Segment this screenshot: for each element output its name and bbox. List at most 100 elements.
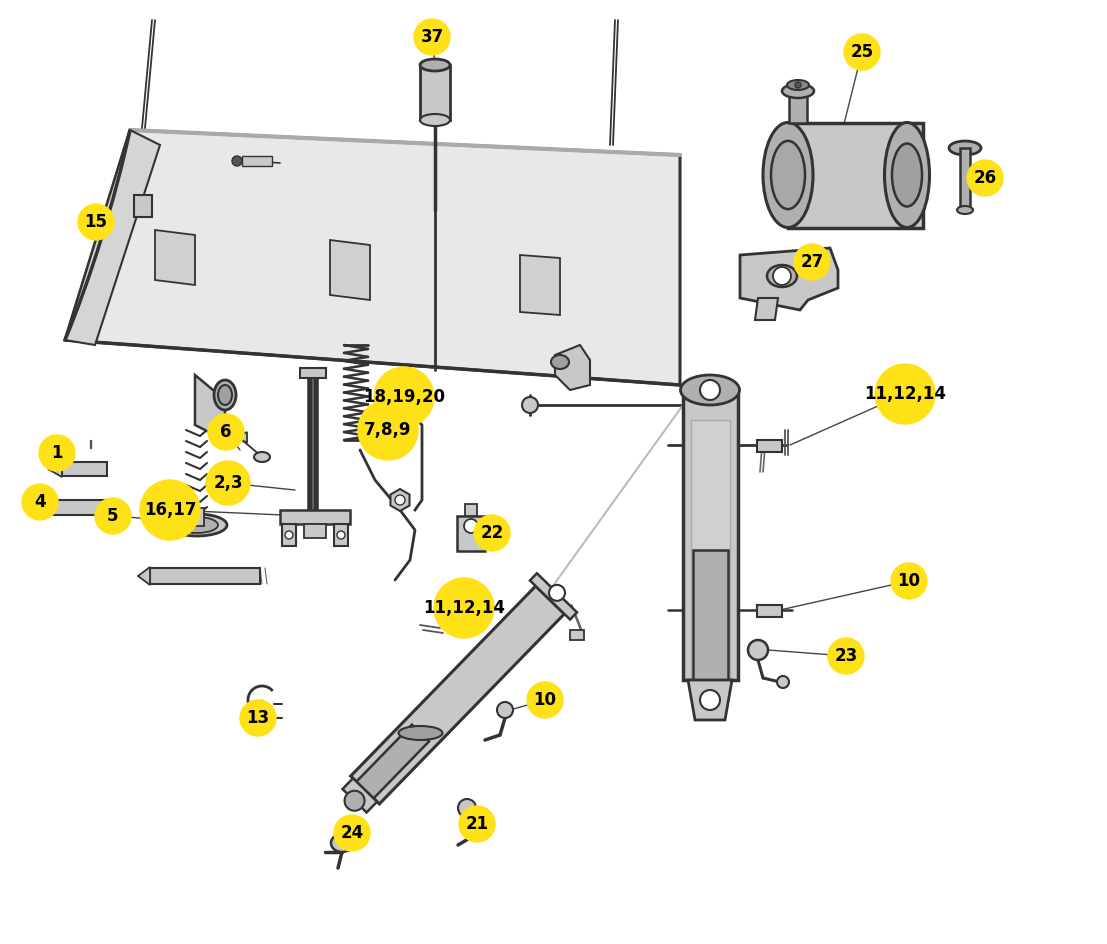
- Bar: [960, 148, 970, 208]
- Text: 18,19,20: 18,19,20: [363, 388, 445, 406]
- Circle shape: [395, 495, 405, 505]
- Polygon shape: [138, 567, 151, 585]
- Text: 4: 4: [34, 493, 45, 511]
- Polygon shape: [356, 725, 430, 799]
- Ellipse shape: [420, 114, 451, 126]
- Ellipse shape: [956, 206, 973, 214]
- Ellipse shape: [892, 143, 922, 207]
- Bar: [465, 504, 477, 516]
- Text: 11,12,14: 11,12,14: [863, 385, 946, 403]
- Circle shape: [459, 806, 495, 842]
- Text: 5: 5: [107, 507, 118, 525]
- Circle shape: [77, 204, 114, 240]
- Circle shape: [240, 700, 276, 736]
- Circle shape: [773, 267, 792, 285]
- Circle shape: [828, 638, 863, 674]
- Polygon shape: [555, 345, 590, 390]
- Text: 15: 15: [84, 213, 107, 231]
- Circle shape: [891, 563, 927, 599]
- Circle shape: [208, 414, 244, 450]
- Ellipse shape: [782, 84, 814, 98]
- Circle shape: [344, 791, 364, 811]
- Text: 27: 27: [800, 253, 824, 271]
- Circle shape: [844, 34, 880, 70]
- Circle shape: [795, 82, 801, 88]
- Text: 22: 22: [480, 524, 504, 542]
- Ellipse shape: [551, 355, 569, 369]
- Polygon shape: [37, 498, 50, 516]
- Bar: [304, 524, 325, 538]
- Circle shape: [523, 397, 538, 413]
- Bar: [282, 524, 296, 546]
- Polygon shape: [65, 130, 680, 385]
- Ellipse shape: [214, 380, 236, 410]
- Circle shape: [206, 461, 250, 505]
- Ellipse shape: [218, 385, 232, 405]
- Circle shape: [39, 435, 75, 471]
- Circle shape: [474, 515, 510, 551]
- Ellipse shape: [767, 265, 797, 287]
- Bar: [693, 549, 728, 680]
- Text: 10: 10: [898, 572, 921, 590]
- Ellipse shape: [763, 123, 813, 228]
- Text: 6: 6: [220, 423, 231, 441]
- Circle shape: [777, 676, 789, 688]
- Ellipse shape: [787, 80, 809, 90]
- Circle shape: [414, 19, 451, 55]
- Circle shape: [334, 815, 370, 851]
- Polygon shape: [330, 240, 370, 300]
- Polygon shape: [739, 248, 838, 310]
- Text: 24: 24: [340, 824, 363, 842]
- Text: 7,8,9: 7,8,9: [364, 421, 412, 439]
- Ellipse shape: [884, 123, 930, 228]
- Bar: [683, 390, 738, 680]
- Circle shape: [700, 690, 720, 710]
- Text: 13: 13: [247, 709, 270, 727]
- Ellipse shape: [331, 834, 353, 852]
- Circle shape: [875, 364, 935, 424]
- Polygon shape: [351, 586, 565, 804]
- Bar: [420, 65, 451, 120]
- Circle shape: [700, 380, 720, 400]
- Circle shape: [968, 160, 1003, 196]
- Ellipse shape: [399, 726, 443, 740]
- Circle shape: [337, 531, 345, 539]
- Bar: [50, 500, 105, 515]
- Circle shape: [284, 531, 293, 539]
- Bar: [280, 510, 350, 524]
- Text: 26: 26: [973, 169, 996, 187]
- Polygon shape: [342, 778, 377, 813]
- Bar: [190, 508, 204, 526]
- Bar: [242, 156, 272, 166]
- Bar: [334, 524, 348, 546]
- Polygon shape: [155, 230, 195, 285]
- Ellipse shape: [167, 514, 227, 536]
- Bar: [62, 462, 107, 476]
- Polygon shape: [195, 375, 225, 440]
- Polygon shape: [237, 432, 247, 443]
- Text: 11,12,14: 11,12,14: [423, 599, 505, 617]
- Circle shape: [748, 640, 768, 660]
- Polygon shape: [65, 130, 161, 345]
- Text: 2,3: 2,3: [214, 474, 242, 492]
- Circle shape: [458, 799, 476, 817]
- Polygon shape: [530, 573, 577, 619]
- Circle shape: [358, 400, 418, 460]
- Bar: [757, 605, 782, 617]
- Ellipse shape: [949, 141, 981, 155]
- Circle shape: [434, 578, 494, 638]
- Bar: [757, 440, 782, 452]
- Text: 25: 25: [850, 43, 873, 61]
- Text: 1: 1: [51, 444, 63, 462]
- Text: 23: 23: [835, 647, 858, 665]
- Circle shape: [374, 367, 434, 427]
- Circle shape: [95, 498, 131, 534]
- Circle shape: [549, 585, 565, 600]
- Polygon shape: [687, 680, 732, 720]
- Ellipse shape: [176, 517, 218, 533]
- Bar: [570, 630, 583, 640]
- Polygon shape: [755, 298, 778, 320]
- Text: 10: 10: [534, 691, 557, 709]
- Bar: [151, 568, 260, 584]
- Circle shape: [794, 244, 830, 280]
